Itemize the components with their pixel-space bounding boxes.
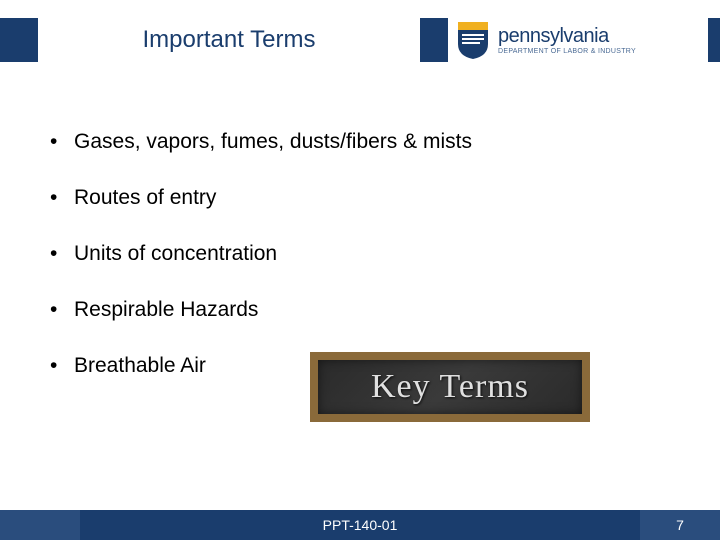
bullet-item: Units of concentration: [44, 242, 664, 266]
logo-area: pennsylvania DEPARTMENT OF LABOR & INDUS…: [448, 16, 708, 64]
slide-title: Important Terms: [143, 26, 316, 54]
logo-state-name: pennsylvania: [498, 26, 636, 46]
pa-shield-icon: [456, 20, 490, 60]
footer-accent-left: [0, 510, 80, 540]
key-terms-chalkboard: Key Terms: [310, 352, 590, 422]
bullet-item: Gases, vapors, fumes, dusts/fibers & mis…: [44, 130, 664, 154]
page-number: 7: [676, 517, 684, 533]
slide-code: PPT-140-01: [323, 517, 398, 533]
key-terms-text: Key Terms: [371, 368, 529, 406]
bullet-list: Gases, vapors, fumes, dusts/fibers & mis…: [44, 130, 664, 378]
title-box: Important Terms: [38, 18, 420, 62]
logo-department: DEPARTMENT OF LABOR & INDUSTRY: [498, 48, 636, 55]
bullet-item: Respirable Hazards: [44, 298, 664, 322]
bullet-item: Routes of entry: [44, 186, 664, 210]
footer-middle: PPT-140-01: [80, 510, 640, 540]
footer-bar: PPT-140-01 7: [0, 510, 720, 540]
logo-text: pennsylvania DEPARTMENT OF LABOR & INDUS…: [498, 26, 636, 55]
footer-accent-right: 7: [640, 510, 720, 540]
